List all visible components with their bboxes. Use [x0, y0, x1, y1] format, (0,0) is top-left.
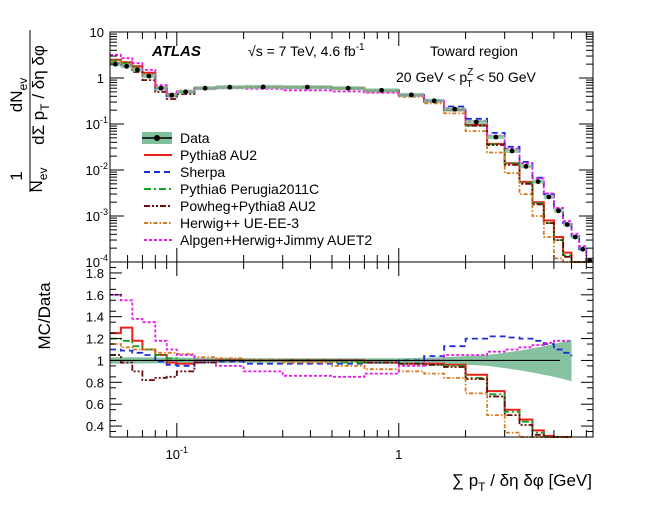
top-series-5 [110, 53, 594, 262]
data-point-26 [587, 257, 593, 263]
ylabel-nev: Nev [27, 168, 50, 193]
xlabel-sigma: ∑ [452, 471, 464, 490]
cut-sub: T [466, 79, 472, 90]
top-axes: 10 1 10-1 10-2 10-3 10-4 [86, 25, 594, 270]
data-point-14 [431, 98, 437, 104]
data-point-20 [535, 179, 541, 185]
legend-label-4: Powheg+Pythia8 AU2 [180, 198, 316, 214]
top-y-axis-label: 1 Nev dNev dΣ pT / δη δφ [7, 30, 52, 192]
data-point-22 [556, 208, 561, 214]
ratio-series-1 [110, 335, 573, 367]
top-ytick-label-2: 10-1 [86, 115, 108, 132]
data-point-12 [379, 87, 384, 93]
ratio-ytick-label-6: 1.6 [86, 288, 104, 303]
ylabel-numer-sub: ev [16, 78, 30, 91]
legend-label-6: Alpgen+Herwig+Jimmy AUET2 [180, 232, 372, 248]
ratio-frame [109, 261, 594, 438]
ratio-series-5 [110, 293, 572, 378]
ratio-xtick-label-0: 10-1 [166, 445, 188, 462]
ylabel-denominator: dΣ pT / δη δφ [29, 45, 52, 145]
energy-annotation: √s = 7 TeV, 4.6 fb-1 [248, 42, 365, 59]
annotations: ATLAS √s = 7 TeV, 4.6 fb-1 Toward region… [151, 42, 537, 90]
ylabel-numerator: dNev [7, 78, 30, 112]
xlabel-tail: / δη δφ [GeV] [486, 471, 592, 490]
cut-sup: Z [467, 67, 473, 78]
data-points-group [110, 61, 593, 263]
energy-exp: -1 [356, 42, 365, 53]
top-ytick-label-3: 10-2 [86, 161, 108, 178]
ylabel-denom-tail: / δη δφ [29, 45, 48, 103]
ratio-ytick-label-0: 0.4 [86, 419, 104, 434]
ratio-ytick-label-3: 1 [97, 353, 104, 368]
ratio-series-4 [110, 343, 572, 438]
top-ytick-label-4: 10-3 [86, 207, 108, 224]
top-ytick-label-0: 10 [90, 25, 104, 40]
data-point-19 [523, 164, 529, 169]
ylabel-one: 1 [7, 171, 26, 180]
ylabel-denom-main: dΣ p [29, 111, 48, 145]
cut-right: < 50 GeV [472, 69, 536, 85]
ratio-series-group [110, 293, 573, 438]
ratio-ytick-label-4: 1.2 [86, 332, 104, 347]
ratio-ytick-label-1: 0.6 [86, 397, 104, 412]
data-point-18 [509, 148, 515, 154]
data-point-9 [260, 84, 266, 90]
ratio-y-axis-label: MC/Data [35, 282, 54, 350]
ylabel-numer-main: dN [7, 90, 26, 112]
legend-label-5: Herwig++ UE-EE-3 [180, 215, 299, 231]
sqrt-symbol: √ [248, 43, 256, 59]
data-point-3 [146, 73, 152, 79]
data-point-1 [124, 63, 129, 69]
data-point-5 [169, 92, 175, 98]
top-ytick-label-1: 1 [97, 71, 104, 86]
data-point-7 [202, 85, 208, 91]
data-point-16 [473, 119, 479, 125]
xlabel-sub: T [478, 480, 486, 494]
legend-label-2: Sherpa [180, 164, 225, 180]
data-point-24 [572, 234, 578, 240]
data-point-2 [135, 67, 140, 73]
cut-annotation: 20 GeV < pZ T < 50 GeV [396, 67, 537, 90]
data-point-4 [158, 85, 164, 91]
data-point-10 [304, 84, 310, 90]
legend-data-marker [154, 135, 160, 141]
data-point-15 [452, 106, 458, 112]
data-point-8 [227, 84, 233, 90]
ratio-axes: 0.4 0.6 0.8 1 1.2 1.4 1.6 1.8 10-1 1 [86, 261, 594, 462]
legend-label-0: Data [180, 130, 210, 146]
ylabel-denom-sub: T [38, 103, 52, 111]
data-point-13 [409, 92, 414, 98]
ratio-series-0 [110, 326, 572, 438]
top-ytick-label-5: 10-4 [86, 253, 108, 270]
ratio-xtick-label-1: 1 [395, 447, 402, 462]
ylabel-nev-sub: ev [36, 168, 50, 181]
ratio-series-3 [110, 354, 572, 438]
legend-label-1: Pythia8 AU2 [180, 147, 257, 163]
data-point-21 [546, 194, 552, 200]
data-point-17 [493, 134, 499, 140]
atlas-label: ATLAS [151, 43, 201, 60]
ylabel-nev-main: N [27, 180, 46, 192]
xlabel-main: p [464, 471, 478, 490]
legend-label-3: Pythia6 Perugia2011C [180, 181, 319, 197]
cut-left: 20 GeV < p [396, 69, 467, 85]
data-point-11 [345, 85, 351, 91]
data-point-6 [183, 89, 189, 95]
data-point-23 [564, 222, 570, 228]
data-point-25 [580, 246, 586, 252]
ratio-series-2 [110, 337, 572, 438]
ratio-ytick-label-5: 1.4 [86, 310, 104, 325]
ratio-ytick-label-7: 1.8 [86, 266, 104, 281]
ratio-ytick-label-2: 0.8 [86, 375, 104, 390]
region-annotation: Toward region [430, 43, 518, 59]
energy-text: s = 7 TeV, 4.6 fb [256, 43, 356, 59]
x-axis-label: ∑ pT / δη δφ [GeV] [452, 471, 592, 494]
